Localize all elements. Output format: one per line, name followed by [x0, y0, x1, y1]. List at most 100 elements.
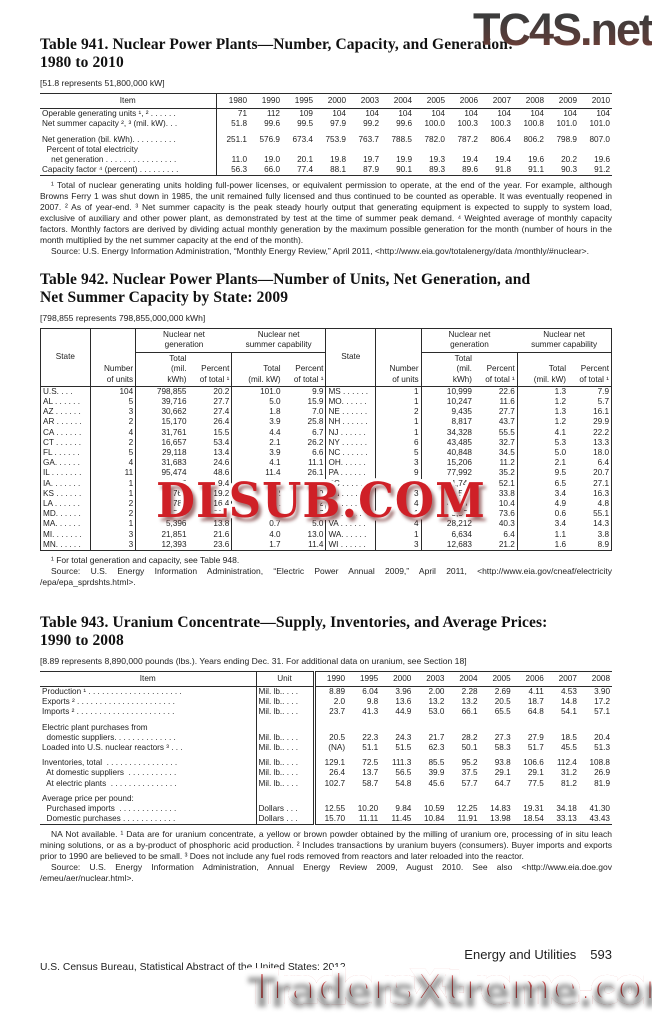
table-cell: 12.25 [457, 803, 478, 813]
table-cell: 108.8 [589, 758, 611, 768]
table-cell: 15,206 [446, 458, 472, 468]
table-cell [447, 145, 480, 155]
table-cell: 4,675 [166, 478, 187, 488]
unit-cell [256, 717, 316, 723]
row-label: Inventories, total . . . . . . . . . . .… [40, 758, 257, 769]
table-942-title-line2: Net Summer Capacity by State: 2009 [40, 288, 289, 306]
table-cell: 1 [375, 529, 422, 540]
table-cell: 104 [431, 109, 445, 119]
table-cell: 5 [90, 448, 137, 459]
table-cell: 4.53 [560, 686, 577, 696]
table-cell: 16,782 [161, 499, 187, 509]
table-cell: 50.1 [461, 742, 478, 752]
table-row [40, 129, 612, 135]
table-cell: 13.7 [362, 768, 379, 778]
column-header-item: Item [40, 671, 257, 687]
table-cell: 104 [365, 109, 379, 119]
table-cell: 51.3 [594, 742, 610, 752]
row-label: Percent of total electricity [40, 144, 217, 156]
table-941-title: Table 941. Nuclear Power Plants—Number, … [40, 36, 612, 72]
table-cell: 100.0 [424, 119, 446, 129]
state-label: PA . . . . . . [325, 468, 377, 479]
state-label: MO. . . . . . [325, 396, 377, 408]
table-cell: 24.6 [188, 458, 233, 469]
table-cell: 30,662 [161, 407, 187, 417]
table-row: Inventories, total . . . . . . . . . . .… [40, 758, 612, 769]
row-label: Electric plant purchases from [40, 722, 257, 733]
table-cell: 81.9 [594, 778, 610, 788]
table-cell: 99.6 [396, 119, 412, 129]
table-942-header-row-groups: State Number of units Nuclear net genera… [40, 328, 612, 387]
table-943-footnote-text: NA Not available. ¹ Data are for uranium… [40, 829, 612, 862]
table-cell: 64.8 [527, 707, 544, 717]
table-cell: 19.7 [363, 155, 379, 165]
state-label: TX . . . . . . [325, 499, 377, 510]
state-label: MN. . . . . . [40, 539, 91, 551]
table-942: State Number of units Nuclear net genera… [40, 327, 612, 552]
column-group-net-generation: Nuclear net generation [421, 328, 518, 354]
table-cell: 13.6 [395, 697, 412, 707]
table-cell: 19.6 [528, 155, 544, 165]
table-row [40, 753, 612, 759]
table-cell: 91.8 [495, 165, 511, 175]
table-row: Net summer capacity ², ³ (mil. kW). . . … [40, 119, 612, 130]
state-label: CA . . . . . . [40, 427, 91, 438]
table-cell: 43,485 [446, 437, 472, 447]
table-cell: 16.1 [593, 407, 609, 417]
table-cell: 26.9 [594, 768, 610, 778]
table-cell: 56.3 [231, 165, 247, 175]
table-cell: 20.7 [593, 468, 609, 478]
table-cell: 40,848 [446, 448, 472, 457]
table-cell: 798.9 [556, 134, 578, 144]
table-cell [282, 145, 315, 155]
table-cell: 90.3 [561, 165, 577, 175]
table-cell [480, 794, 513, 804]
table-row: Purchased imports . . . . . . . . . . . … [40, 803, 612, 815]
page-content: Table 941. Nuclear Power Plants—Number, … [40, 36, 612, 884]
table-cell: 104 [596, 109, 610, 119]
table-cell: 106.6 [523, 758, 544, 768]
table-row: AL . . . . . . 5 39,716 27.7 5.0 15.9 MO… [40, 396, 612, 408]
column-header-gen-percent: Percent of total ¹ [188, 352, 233, 387]
table-cell: 3 [375, 539, 422, 551]
row-label: domestic suppliers. . . . . . . . . . . … [40, 732, 257, 743]
row-label: Operable generating units ¹, ² . . . . .… [40, 108, 217, 120]
table-cell: 19.4 [495, 155, 511, 165]
table-cell: 72.5 [362, 758, 379, 768]
table-cell [480, 145, 513, 155]
table-cell: 41.3 [362, 707, 379, 717]
table-cell: 1 [375, 386, 422, 397]
table-cell: 2 [90, 499, 137, 510]
table-cell [347, 794, 380, 804]
table-cell: 3 [90, 407, 137, 418]
table-cell: 16.3 [593, 488, 609, 498]
table-941-source-text: Source: U.S. Energy Information Administ… [51, 245, 589, 256]
row-label [40, 129, 217, 135]
table-cell: 11.2 [473, 458, 518, 469]
row-label [40, 788, 257, 794]
table-cell: 53.0 [428, 707, 445, 717]
table-cell: 17.2 [594, 697, 610, 707]
table-cell: 57.1 [594, 707, 610, 717]
state-label: VT . . . . . . [325, 509, 377, 520]
table-cell: 71 [237, 109, 247, 119]
table-cell: 782.0 [424, 134, 446, 144]
state-label: SC . . . . . . [325, 478, 377, 489]
table-cell: 4 [375, 499, 422, 510]
table-cell: 19.31 [523, 803, 544, 813]
table-cell: 9.0 [282, 488, 327, 500]
table-cell: 31,761 [161, 427, 187, 437]
state-label: WA. . . . . . [325, 529, 377, 540]
table-cell [314, 794, 347, 804]
table-942-header-row-sub: Total (mil. kWh) Percent of total ¹ Tota… [41, 352, 612, 387]
column-header-gen-percent: Percent of total ¹ [473, 352, 518, 387]
row-label: Loaded into U.S. nuclear reactors ³ . . … [40, 742, 257, 754]
column-header-year: 2010 [579, 93, 612, 110]
table-cell: 1.1 [554, 529, 567, 539]
row-label: Net summer capacity ², ³ (mil. kW). . . [40, 119, 217, 130]
state-label: WI . . . . . . [325, 539, 377, 551]
table-row: AR . . . . . . 2 15,170 26.4 3.9 25.8 NH… [40, 417, 612, 428]
table-cell: 806.2 [523, 134, 545, 144]
table-cell: 62.3 [428, 742, 445, 752]
table-cell: 576.9 [259, 134, 281, 144]
